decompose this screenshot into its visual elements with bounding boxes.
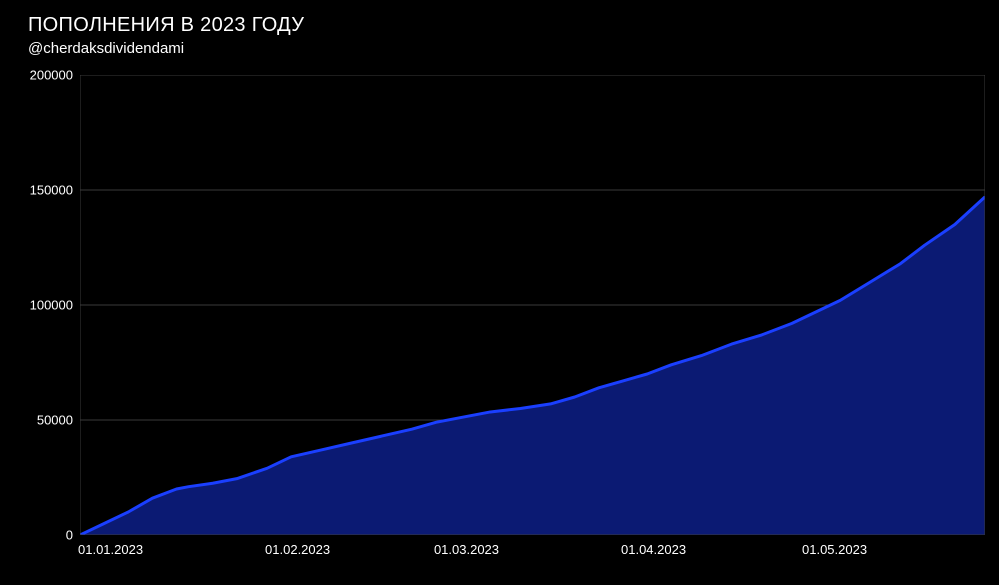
x-tick-label: 01.05.2023 [802, 542, 867, 557]
x-tick-label: 01.04.2023 [621, 542, 686, 557]
y-tick-label: 50000 [37, 413, 73, 428]
y-tick-label: 200000 [30, 68, 73, 83]
y-tick-label: 100000 [30, 298, 73, 313]
x-tick-label: 01.02.2023 [265, 542, 330, 557]
y-tick-label: 150000 [30, 183, 73, 198]
chart-title: ПОПОЛНЕНИЯ В 2023 ГОДУ [28, 14, 304, 37]
chart-container: ПОПОЛНЕНИЯ В 2023 ГОДУ @cherdaksdividend… [0, 0, 999, 585]
chart-plot [80, 75, 985, 535]
y-tick-label: 0 [66, 528, 73, 543]
area-series [80, 197, 985, 535]
chart-subtitle: @cherdaksdividendami [28, 40, 184, 57]
x-tick-label: 01.01.2023 [78, 542, 143, 557]
x-tick-label: 01.03.2023 [434, 542, 499, 557]
